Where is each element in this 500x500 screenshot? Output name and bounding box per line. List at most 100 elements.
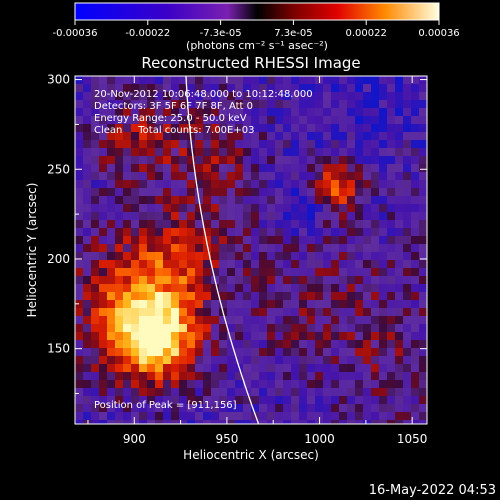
heatmap-cell <box>163 396 172 405</box>
heatmap-cell <box>123 204 132 213</box>
heatmap-cell <box>403 84 412 93</box>
heatmap-cell <box>347 364 356 373</box>
heatmap-cell <box>115 396 124 405</box>
heatmap-cell <box>379 356 388 365</box>
heatmap-cell <box>171 300 180 309</box>
heatmap-cell <box>251 196 260 205</box>
heatmap-cell <box>315 156 324 165</box>
heatmap-cell <box>123 276 132 285</box>
heatmap-cell <box>291 332 300 341</box>
heatmap-cell <box>83 364 92 373</box>
heatmap-cell <box>83 244 92 253</box>
heatmap-cell <box>395 284 404 293</box>
heatmap-cell <box>283 212 292 221</box>
heatmap-cell <box>99 340 108 349</box>
heatmap-cell <box>235 108 244 117</box>
heatmap-cell <box>99 156 108 165</box>
heatmap-cell <box>355 372 364 381</box>
heatmap-cell <box>227 172 236 181</box>
heatmap-cell <box>219 260 228 269</box>
heatmap-cell <box>403 340 412 349</box>
heatmap-cell <box>379 292 388 301</box>
heatmap-cell <box>275 116 284 125</box>
heatmap-cell <box>203 364 212 373</box>
heatmap-cell <box>187 148 196 157</box>
heatmap-cell <box>179 108 188 117</box>
heatmap-cell <box>379 172 388 181</box>
heatmap-cell <box>395 348 404 357</box>
heatmap-cell <box>155 364 164 373</box>
heatmap-cell <box>331 260 340 269</box>
heatmap-cell <box>75 108 84 117</box>
heatmap-cell <box>187 124 196 133</box>
heatmap-cell <box>115 196 124 205</box>
heatmap-cell <box>419 100 427 109</box>
heatmap-cell <box>203 420 212 424</box>
heatmap-cell <box>139 188 148 197</box>
heatmap-cell <box>195 316 204 325</box>
heatmap-cell <box>131 236 140 245</box>
heatmap-cell <box>131 228 140 237</box>
heatmap-cell <box>347 348 356 357</box>
heatmap-cell <box>387 228 396 237</box>
heatmap-cell <box>123 100 132 109</box>
heatmap-cell <box>291 172 300 181</box>
heatmap-cell <box>83 108 92 117</box>
heatmap-cell <box>123 404 132 413</box>
heatmap-cell <box>371 356 380 365</box>
heatmap-cell <box>179 404 188 413</box>
heatmap-cell <box>147 204 156 213</box>
heatmap-cell <box>251 252 260 261</box>
heatmap-cell <box>275 364 284 373</box>
heatmap-cell <box>315 116 324 125</box>
heatmap-cell <box>363 324 372 333</box>
heatmap-cell <box>107 220 116 229</box>
heatmap-cell <box>91 364 100 373</box>
heatmap-cell <box>315 132 324 141</box>
heatmap-cell <box>99 172 108 181</box>
heatmap-cell <box>147 396 156 405</box>
heatmap-cell <box>283 204 292 213</box>
heatmap-cell <box>403 156 412 165</box>
heatmap-cell <box>107 404 116 413</box>
heatmap-cell <box>307 108 316 117</box>
heatmap-cell <box>195 236 204 245</box>
heatmap-cell <box>291 284 300 293</box>
heatmap-cell <box>99 124 108 133</box>
heatmap-cell <box>243 84 252 93</box>
heatmap-cell <box>107 284 116 293</box>
heatmap-cell <box>355 204 364 213</box>
heatmap-cell <box>163 364 172 373</box>
heatmap-cell <box>219 116 228 125</box>
heatmap-cell <box>275 108 284 117</box>
heatmap-cell <box>219 324 228 333</box>
heatmap-cell <box>323 116 332 125</box>
heatmap-cell <box>251 84 260 93</box>
heatmap-cell <box>123 148 132 157</box>
heatmap-cell <box>227 316 236 325</box>
heatmap-cell <box>83 324 92 333</box>
heatmap-cell <box>123 332 132 341</box>
heatmap-cell <box>251 180 260 189</box>
heatmap-cell <box>139 380 148 389</box>
heatmap-cell <box>179 420 188 424</box>
heatmap-cell <box>83 116 92 125</box>
heatmap-cell <box>235 244 244 253</box>
heatmap-cell <box>75 260 84 269</box>
heatmap-cell <box>339 188 348 197</box>
heatmap-cell <box>155 332 164 341</box>
heatmap-cell <box>419 332 427 341</box>
heatmap-cell <box>123 172 132 181</box>
heatmap-cell <box>179 372 188 381</box>
heatmap-cell <box>267 324 276 333</box>
heatmap-cell <box>395 228 404 237</box>
heatmap-cell <box>75 188 84 197</box>
heatmap-cell <box>227 300 236 309</box>
heatmap-cell <box>99 148 108 157</box>
heatmap-cell <box>419 260 427 269</box>
heatmap-cell <box>171 164 180 173</box>
heatmap-cell <box>195 252 204 261</box>
heatmap-cell <box>171 244 180 253</box>
heatmap-cell <box>75 372 84 381</box>
